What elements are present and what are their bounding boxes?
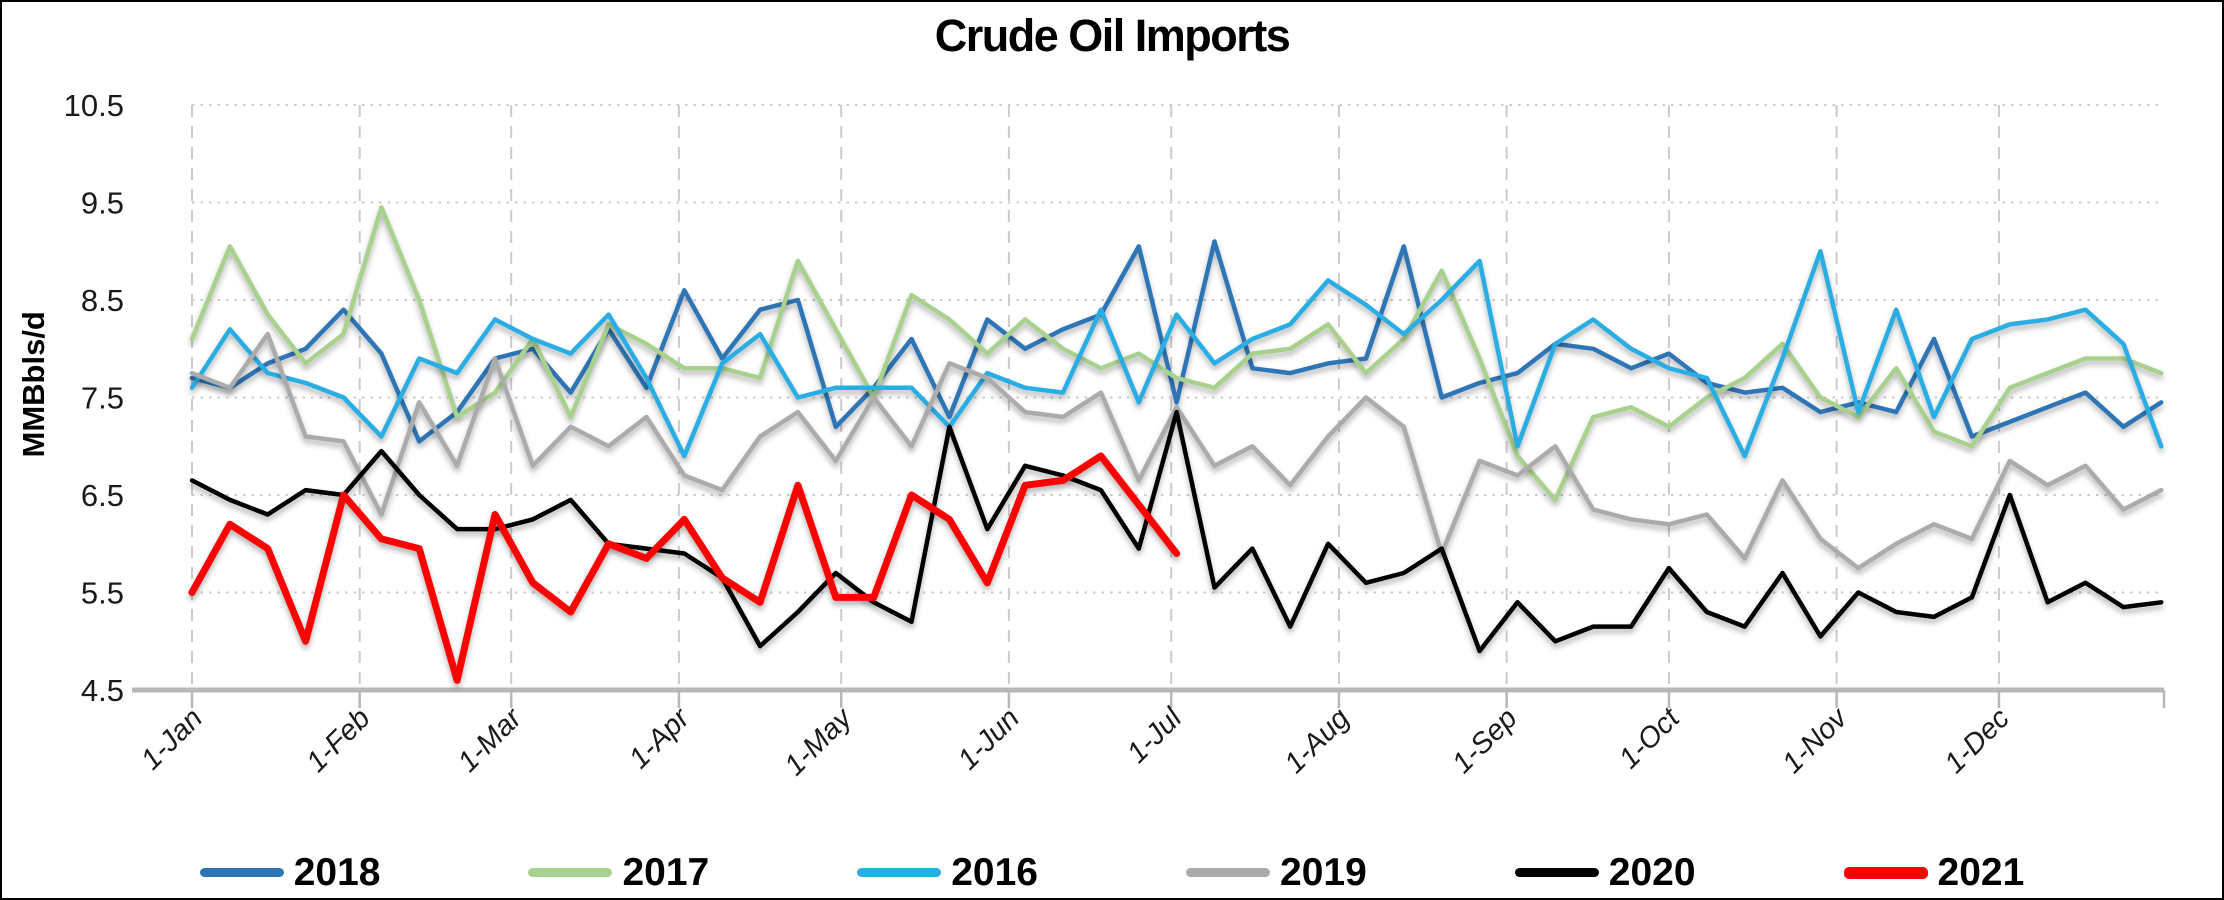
x-tick-label: 1-Oct [1613, 701, 1687, 775]
labels-layer: 10.5 9.5 8.5 7.5 6.5 5.5 4.5 1-Jan 1-Feb 1-Mar 1-A… [16, 88, 2016, 782]
legend-swatch-2017 [528, 868, 613, 877]
x-tick-label: 1-Nov [1776, 701, 1854, 779]
y-tick-label: 6.5 [81, 478, 124, 513]
x-tick-label: 1-Mar [452, 701, 529, 778]
legend-swatch-2021 [1843, 866, 1928, 879]
x-tick-label: 1-May [779, 701, 860, 782]
y-axis-title: MMBbls/d [16, 311, 51, 457]
y-tick-label: 9.5 [81, 186, 124, 221]
x-tick-label: 1-Jun [952, 702, 1026, 776]
x-tick-label: 1-Dec [1939, 702, 2017, 780]
series-line-2016 [189, 249, 2164, 459]
y-tick-label: 4.5 [81, 673, 124, 708]
x-tick-label: 1-Sep [1446, 702, 1523, 779]
x-tick-label: 1-Apr [623, 701, 697, 775]
legend-label: 2019 [1280, 851, 1367, 894]
legend-label: 2021 [1937, 851, 2025, 894]
x-tick-label: 1-Jul [1121, 701, 1189, 769]
legend: 2018 2017 2016 2019 2020 2021 [2, 853, 2222, 892]
legend-swatch-2016 [857, 868, 942, 877]
legend-item-2021: 2021 [1843, 851, 2025, 894]
y-tick-label: 10.5 [64, 88, 124, 123]
y-tick-label: 7.5 [81, 381, 124, 416]
x-tick-label: 1-Jan [135, 702, 209, 776]
chart-title: Crude Oil Imports [934, 10, 1291, 61]
legend-label: 2020 [1608, 851, 1696, 894]
axes-layer [132, 687, 2166, 708]
x-tick-label: 1-Feb [300, 702, 376, 778]
series-line-2018 [189, 239, 2164, 444]
series-line-2019 [189, 331, 2164, 571]
series-layer [188, 205, 2164, 684]
legend-item-2016: 2016 [857, 853, 1038, 892]
legend-item-2018: 2018 [199, 851, 381, 894]
legend-swatch-2018 [199, 868, 284, 877]
legend-label: 2016 [951, 851, 1038, 894]
series-line-2017 [189, 205, 2164, 503]
x-tick-label: 1-Aug [1279, 702, 1356, 779]
series-line-2020 [189, 409, 2164, 654]
y-tick-label: 5.5 [81, 576, 124, 611]
legend-swatch-2019 [1186, 868, 1270, 877]
legend-swatch-2020 [1514, 868, 1599, 877]
legend-label: 2018 [293, 851, 381, 894]
legend-item-2019: 2019 [1186, 853, 1367, 892]
legend-item-2020: 2020 [1514, 851, 1696, 894]
series-line-2021 [188, 452, 1181, 684]
legend-item-2017: 2017 [528, 853, 709, 892]
legend-label: 2017 [622, 851, 710, 894]
y-tick-label: 8.5 [81, 283, 124, 318]
